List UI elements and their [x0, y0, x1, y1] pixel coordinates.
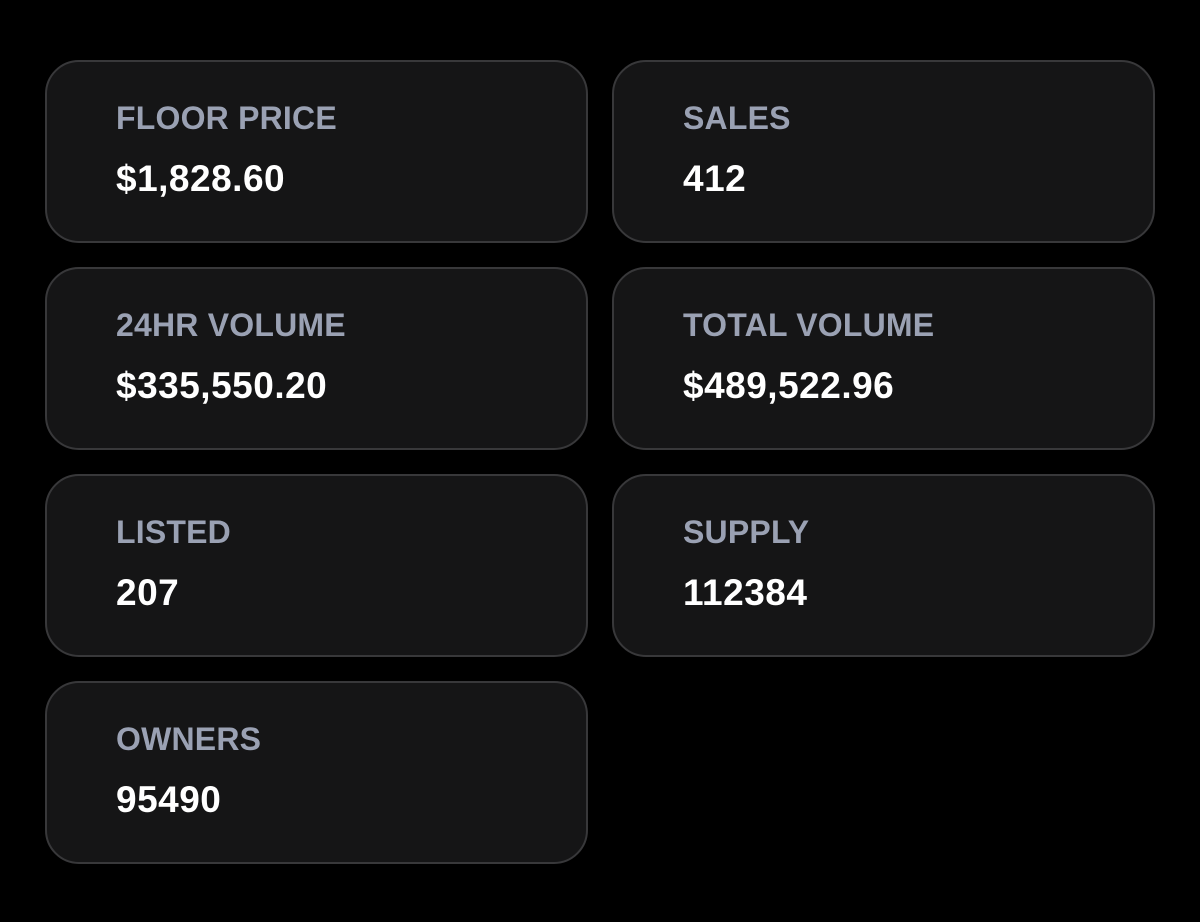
- stat-card-24hr-volume: 24HR VOLUME $335,550.20: [45, 267, 588, 450]
- stat-value: 412: [683, 158, 747, 199]
- stat-label: SALES: [683, 100, 791, 136]
- stat-value: 207: [116, 572, 180, 613]
- stat-card-owners: OWNERS 95490: [45, 681, 588, 864]
- stat-label: OWNERS: [116, 721, 262, 757]
- stat-label: TOTAL VOLUME: [683, 307, 935, 343]
- stat-value: $1,828.60: [116, 158, 286, 199]
- stat-value: $489,522.96: [683, 365, 895, 406]
- stat-card-floor-price: FLOOR PRICE $1,828.60: [45, 60, 588, 243]
- stat-label: LISTED: [116, 514, 231, 550]
- stats-grid: FLOOR PRICE $1,828.60 SALES 412 24HR VOL…: [45, 60, 1155, 864]
- stat-card-total-volume: TOTAL VOLUME $489,522.96: [612, 267, 1155, 450]
- stat-label: 24HR VOLUME: [116, 307, 346, 343]
- stat-label: SUPPLY: [683, 514, 810, 550]
- stat-value: $335,550.20: [116, 365, 328, 406]
- stat-card-listed: LISTED 207: [45, 474, 588, 657]
- stat-value: 95490: [116, 779, 222, 820]
- stat-label: FLOOR PRICE: [116, 100, 337, 136]
- stat-card-supply: SUPPLY 112384: [612, 474, 1155, 657]
- stat-value: 112384: [683, 572, 808, 613]
- stat-card-sales: SALES 412: [612, 60, 1155, 243]
